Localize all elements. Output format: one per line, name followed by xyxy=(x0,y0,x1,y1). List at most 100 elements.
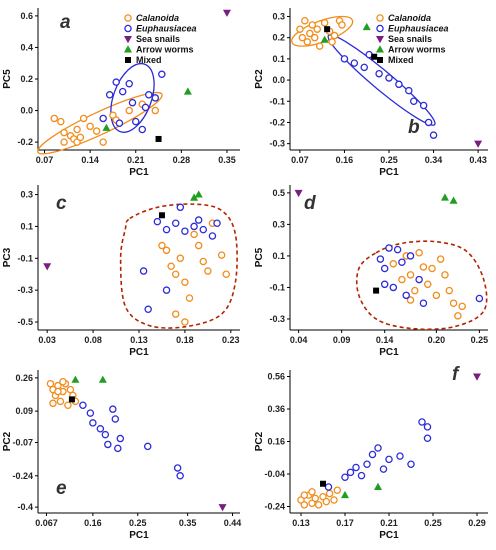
x-axis-label: PC1 xyxy=(379,530,399,541)
x-tick-label: 0.23 xyxy=(222,335,240,345)
mixed-point xyxy=(371,53,378,60)
euphausiacea-point xyxy=(101,430,110,439)
calanoida-point xyxy=(325,489,334,498)
y-tick-label: -0.1 xyxy=(269,96,285,106)
legend-label-calanoida: Calanoida xyxy=(388,13,431,23)
y-tick-label: 0.26 xyxy=(15,373,33,383)
euphausiacea-point xyxy=(141,103,150,112)
euphausiacea-point xyxy=(194,216,203,224)
euphausiacea-point xyxy=(153,217,162,226)
euphausiacea-point xyxy=(128,98,137,107)
calanoida-point xyxy=(300,491,309,499)
calanoida-point xyxy=(330,31,339,40)
calanoida-point xyxy=(406,271,415,279)
euphausiacea-point xyxy=(176,203,185,212)
y-tick-label: 0.2 xyxy=(20,74,33,84)
sea_snails-point xyxy=(474,140,483,148)
euphausiacea-point xyxy=(116,434,125,443)
series-calanoida xyxy=(297,486,342,509)
y-tick-label: -0.5 xyxy=(17,317,33,327)
y-tick-label: 0.56 xyxy=(267,372,285,382)
calanoida-point xyxy=(298,33,307,42)
y-axis-label: PC2 xyxy=(254,69,265,89)
series-euphausiacea xyxy=(376,244,484,307)
euphausiacea-point xyxy=(181,227,189,235)
sea_snails-point xyxy=(473,373,481,381)
y-tick-label: 0.1 xyxy=(272,54,285,64)
y-tick-label: -0.3 xyxy=(17,285,33,295)
calanoida-point xyxy=(303,38,312,46)
series-mixed xyxy=(320,480,326,487)
x-tick-label: 0.07 xyxy=(36,155,54,165)
calanoida-point xyxy=(436,255,445,263)
euphausiacea-point xyxy=(144,305,152,314)
arrow_worms-point xyxy=(71,375,80,383)
series-arrow_worms xyxy=(440,193,458,204)
series-arrow_worms xyxy=(71,375,107,383)
legend-label-mixed: Mixed xyxy=(136,55,162,65)
series-mixed xyxy=(324,26,378,60)
y-tick-label: -0.24 xyxy=(12,471,33,481)
mixed-point xyxy=(68,396,75,403)
euphausiacea-point xyxy=(385,244,393,252)
series-sea_snails xyxy=(473,373,481,381)
legend-label-arrow_worms: Arrow worms xyxy=(388,45,446,55)
calanoida-point xyxy=(432,291,441,300)
y-tick-label: -0.1 xyxy=(269,282,285,292)
calanoida-point xyxy=(301,16,309,25)
calanoida-point xyxy=(54,387,62,396)
calanoida-point xyxy=(171,270,180,278)
x-tick-label: 0.34 xyxy=(425,155,443,165)
sea_snails-point xyxy=(294,189,303,198)
panel-label: e xyxy=(56,478,67,499)
calanoida-point xyxy=(406,296,415,304)
legend-label-calanoida: Calanoida xyxy=(136,13,179,23)
x-axis-label: PC1 xyxy=(379,167,399,178)
calanoida-point xyxy=(338,21,346,29)
series-mixed xyxy=(158,212,165,219)
calanoida-point xyxy=(64,401,72,410)
calanoida-point xyxy=(306,29,314,38)
legend-label-euphausiacea: Euphausiacea xyxy=(136,24,197,34)
panel-f: 0.13 0.17 0.21 0.25 0.29 -0.24 -0.04 0.16 0.36 0.… xyxy=(254,364,488,541)
euphausiacea-point xyxy=(346,468,355,477)
y-tick-label: 0.1 xyxy=(20,221,33,231)
calanoida-point xyxy=(162,246,171,255)
y-tick-label: -0.1 xyxy=(17,253,33,263)
euphausiacea-point xyxy=(357,471,366,480)
x-tick-label: 0.08 xyxy=(84,335,102,345)
calanoida-point xyxy=(59,378,67,386)
calanoida-point xyxy=(398,275,406,284)
euphausiacea-point xyxy=(396,452,404,460)
euphausiacea-point xyxy=(409,97,418,106)
x-tick-label: 0.13 xyxy=(292,518,310,528)
x-tick-label: 0.09 xyxy=(333,335,351,345)
calanoida-ellipse xyxy=(37,91,163,155)
euphausiacea-point xyxy=(138,125,147,134)
y-tick-label: 0.1 xyxy=(272,251,285,261)
euphausiacea-point xyxy=(176,472,184,480)
x-tick-label: 0.07 xyxy=(291,155,309,165)
x-tick-label: 0.25 xyxy=(129,518,147,528)
calanoida-point xyxy=(167,262,175,271)
y-tick-label: -0.2 xyxy=(269,117,285,127)
calanoida-point xyxy=(76,133,85,142)
calanoida-point xyxy=(57,117,65,126)
y-tick-label: 0.2 xyxy=(272,33,285,43)
series-euphausiacea xyxy=(79,401,184,480)
euphausiacea-point xyxy=(374,444,382,452)
x-axis-label: PC1 xyxy=(129,167,149,178)
legend-marker-arrow_worms xyxy=(376,45,384,53)
x-tick-label: 0.44 xyxy=(224,518,242,528)
euphausiacea-point xyxy=(143,442,152,451)
euphausiacea-point xyxy=(151,94,160,102)
legend-marker-mixed xyxy=(125,57,131,63)
calanoida-point xyxy=(86,122,94,131)
calanoida-point xyxy=(333,486,342,494)
euphausiacea-ellipse xyxy=(110,62,155,133)
arrow_worms-point xyxy=(102,123,111,131)
euphausiacea-ellipse xyxy=(327,34,436,126)
x-tick-label: 0.067 xyxy=(35,518,58,528)
euphausiacea-point xyxy=(162,225,171,234)
calanoida-point xyxy=(389,260,398,268)
